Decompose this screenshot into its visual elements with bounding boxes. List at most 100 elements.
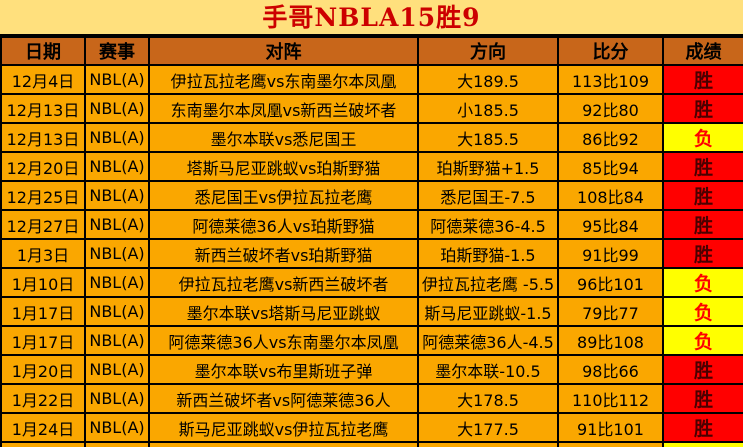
league-cell: NBL(A) xyxy=(84,122,150,153)
score-cell: 96比101 xyxy=(557,267,664,298)
date-cell: 1月17日 xyxy=(0,325,86,356)
score-cell: 89比108 xyxy=(557,325,664,356)
table-row: 12月20日 NBL(A) 塔斯马尼亚跳蚁vs珀斯野猫 珀斯野猫+1.5 85比94 胜 xyxy=(0,151,743,182)
league-cell: NBL(A) xyxy=(84,209,150,240)
column-header-date: 日期 xyxy=(0,36,86,66)
matchup-cell: 东南墨尔本凤凰vs新西兰破坏者 xyxy=(148,93,419,124)
score-cell: 113比109 xyxy=(557,64,664,95)
matchup-cell: 阿德莱德36人vs珀斯野猫 xyxy=(148,209,419,240)
result-badge: 负 xyxy=(662,441,743,447)
table-row: 1月3日 NBL(A) 新西兰破坏者vs珀斯野猫 珀斯野猫-1.5 91比99 胜 xyxy=(0,238,743,269)
matchup-cell: 悉尼国王vs阿德莱德36人 xyxy=(148,441,419,447)
score-cell: 106比101 xyxy=(557,441,664,447)
table-row: 12月4日 NBL(A) 伊拉瓦拉老鹰vs东南墨尔本凤凰 大189.5 113比109 胜 xyxy=(0,64,743,95)
date-cell: 12月13日 xyxy=(0,122,86,153)
score-cell: 85比94 xyxy=(557,151,664,182)
result-badge: 胜 xyxy=(662,151,743,182)
league-cell: NBL(A) xyxy=(84,267,150,298)
league-cell: NBL(A) xyxy=(84,180,150,211)
league-cell: NBL(A) xyxy=(84,93,150,124)
table-row: 1月22日 NBL(A) 新西兰破坏者vs阿德莱德36人 大178.5 110比112 胜 xyxy=(0,383,743,414)
date-cell: 12月13日 xyxy=(0,93,86,124)
date-cell: 1月17日 xyxy=(0,296,86,327)
direction-cell: 大189.5 xyxy=(417,64,559,95)
matchup-cell: 伊拉瓦拉老鹰vs东南墨尔本凤凰 xyxy=(148,64,419,95)
score-cell: 79比77 xyxy=(557,296,664,327)
result-badge: 胜 xyxy=(662,383,743,414)
matchup-cell: 斯马尼亚跳蚁vs伊拉瓦拉老鹰 xyxy=(148,412,419,443)
date-cell: 1月22日 xyxy=(0,383,86,414)
direction-cell: 小185.5 xyxy=(417,93,559,124)
direction-cell: 大178.5 xyxy=(417,383,559,414)
table-row: 1月10日 NBL(A) 伊拉瓦拉老鹰vs新西兰破坏者 伊拉瓦拉老鹰 -5.5 96比1… xyxy=(0,267,743,298)
table-row: 12月25日 NBL(A) 悉尼国王vs伊拉瓦拉老鹰 悉尼国王-7.5 108比84 胜 xyxy=(0,180,743,211)
matchup-cell: 新西兰破坏者vs珀斯野猫 xyxy=(148,238,419,269)
date-cell: 12月4日 xyxy=(0,64,86,95)
result-badge: 胜 xyxy=(662,238,743,269)
date-cell: 12月25日 xyxy=(0,180,86,211)
column-header-league: 赛事 xyxy=(84,36,150,66)
matchup-cell: 塔斯马尼亚跳蚁vs珀斯野猫 xyxy=(148,151,419,182)
league-cell: NBL(A) xyxy=(84,238,150,269)
date-cell: 12月27日 xyxy=(0,209,86,240)
table-row: 12月13日 NBL(A) 东南墨尔本凤凰vs新西兰破坏者 小185.5 92比80 胜 xyxy=(0,93,743,124)
page-title: 手哥NBLA15胜9 xyxy=(262,2,481,32)
matchup-cell: 阿德莱德36人vs东南墨尔本凤凰 xyxy=(148,325,419,356)
direction-cell: 阿德莱德36人-4.5 xyxy=(417,325,559,356)
result-badge: 胜 xyxy=(662,93,743,124)
results-table: 日期 赛事 对阵 方向 比分 成绩 12月4日 NBL(A) 伊拉瓦拉老鹰vs东南墨尔本凤凰大… xyxy=(0,36,743,447)
result-badge: 负 xyxy=(662,325,743,356)
direction-cell: 斯马尼亚跳蚁-1.5 xyxy=(417,296,559,327)
matchup-cell: 墨尔本联vs悉尼国王 xyxy=(148,122,419,153)
result-badge: 胜 xyxy=(662,209,743,240)
matchup-cell: 墨尔本联vs塔斯马尼亚跳蚁 xyxy=(148,296,419,327)
direction-cell: 大177.5 xyxy=(417,412,559,443)
column-header-direction: 方向 xyxy=(417,36,559,66)
score-cell: 98比66 xyxy=(557,354,664,385)
direction-cell: 大185.5 xyxy=(417,122,559,153)
table-row: 1月24日 NBL(A) 斯马尼亚跳蚁vs伊拉瓦拉老鹰 大177.5 91比101 胜 xyxy=(0,412,743,443)
result-badge: 负 xyxy=(662,122,743,153)
score-cell: 95比84 xyxy=(557,209,664,240)
result-badge: 胜 xyxy=(662,412,743,443)
result-badge: 胜 xyxy=(662,180,743,211)
table-row: 12月13日 NBL(A) 墨尔本联vs悉尼国王 大185.5 86比92 负 xyxy=(0,122,743,153)
title-bar: 手哥NBLA15胜9 xyxy=(0,0,743,36)
results-body: 12月4日 NBL(A) 伊拉瓦拉老鹰vs东南墨尔本凤凰 大189.5 113比109 胜… xyxy=(0,64,743,447)
column-header-matchup: 对阵 xyxy=(148,36,419,66)
table-row: 1月24日NBL(A)悉尼国王vs阿德莱德36人阿德莱德36人+1.5106比1… xyxy=(0,441,743,447)
league-cell: NBL(A) xyxy=(84,441,150,447)
date-cell: 12月20日 xyxy=(0,151,86,182)
league-cell: NBL(A) xyxy=(84,296,150,327)
league-cell: NBL(A) xyxy=(84,64,150,95)
matchup-cell: 悉尼国王vs伊拉瓦拉老鹰 xyxy=(148,180,419,211)
score-cell: 108比84 xyxy=(557,180,664,211)
date-cell: 1月10日 xyxy=(0,267,86,298)
league-cell: NBL(A) xyxy=(84,412,150,443)
direction-cell: 珀斯野猫-1.5 xyxy=(417,238,559,269)
score-cell: 92比80 xyxy=(557,93,664,124)
table-header-row: 日期 赛事 对阵 方向 比分 成绩 xyxy=(0,36,743,66)
column-header-result: 成绩 xyxy=(662,36,743,66)
table-row: 1月17日 NBL(A) 阿德莱德36人vs东南墨尔本凤凰 阿德莱德36人-4.5 89… xyxy=(0,325,743,356)
result-badge: 负 xyxy=(662,296,743,327)
result-badge: 胜 xyxy=(662,354,743,385)
direction-cell: 墨尔本联-10.5 xyxy=(417,354,559,385)
table-row: 1月20日 NBL(A) 墨尔本联vs布里斯班子弹 墨尔本联-10.5 98比66 胜 xyxy=(0,354,743,385)
league-cell: NBL(A) xyxy=(84,383,150,414)
date-cell: 1月24日 xyxy=(0,412,86,443)
league-cell: NBL(A) xyxy=(84,325,150,356)
direction-cell: 伊拉瓦拉老鹰 -5.5 xyxy=(417,267,559,298)
table-row: 1月17日 NBL(A) 墨尔本联vs塔斯马尼亚跳蚁 斯马尼亚跳蚁-1.5 79比77 负 xyxy=(0,296,743,327)
score-cell: 110比112 xyxy=(557,383,664,414)
direction-cell: 阿德莱德36人+1.5 xyxy=(417,441,559,447)
column-header-score: 比分 xyxy=(557,36,664,66)
result-badge: 负 xyxy=(662,267,743,298)
league-cell: NBL(A) xyxy=(84,151,150,182)
direction-cell: 珀斯野猫+1.5 xyxy=(417,151,559,182)
result-badge: 胜 xyxy=(662,64,743,95)
league-cell: NBL(A) xyxy=(84,354,150,385)
direction-cell: 悉尼国王-7.5 xyxy=(417,180,559,211)
date-cell: 1月24日 xyxy=(0,441,86,447)
score-cell: 86比92 xyxy=(557,122,664,153)
